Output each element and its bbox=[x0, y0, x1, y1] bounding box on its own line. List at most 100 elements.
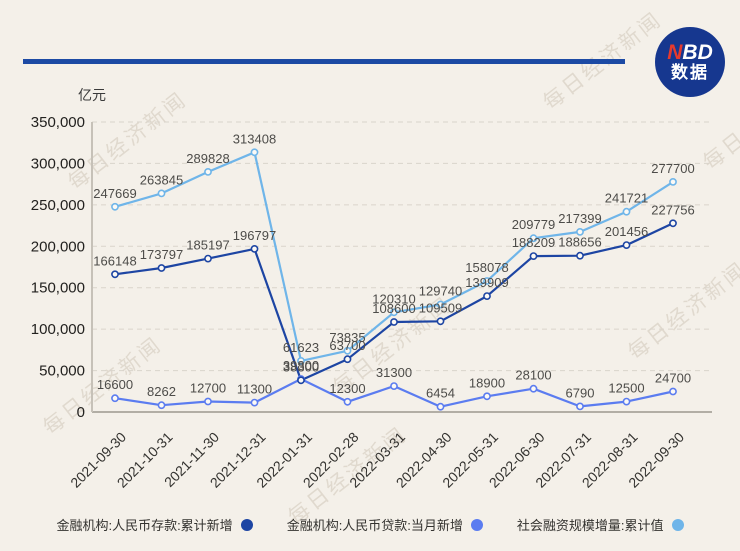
data-point[interactable] bbox=[343, 397, 352, 406]
data-point[interactable] bbox=[576, 402, 584, 411]
data-point[interactable] bbox=[483, 277, 491, 285]
data-point[interactable] bbox=[250, 244, 259, 253]
data-point[interactable] bbox=[669, 387, 677, 396]
data-label: 277700 bbox=[651, 161, 694, 176]
data-point[interactable] bbox=[343, 346, 352, 355]
nbd-logo-text: NBD bbox=[667, 41, 713, 65]
data-point[interactable] bbox=[157, 401, 166, 410]
data-point[interactable] bbox=[297, 376, 305, 385]
data-point[interactable] bbox=[576, 227, 584, 236]
data-label: 313408 bbox=[233, 131, 276, 146]
data-label: 173797 bbox=[140, 247, 183, 262]
y-axis-tick-label: 250,000 bbox=[31, 197, 85, 214]
data-point[interactable] bbox=[669, 219, 677, 228]
legend-item[interactable]: 金融机构:人民币存款:累计新增 bbox=[56, 515, 253, 534]
data-point[interactable] bbox=[390, 318, 398, 326]
data-label: 196797 bbox=[233, 228, 276, 243]
data-point[interactable] bbox=[529, 252, 538, 260]
data-label: 109509 bbox=[419, 300, 462, 315]
legend-label: 社会融资规模增量:累计值 bbox=[516, 518, 664, 533]
data-point[interactable] bbox=[250, 398, 259, 407]
data-point[interactable] bbox=[529, 384, 538, 393]
y-axis-unit-label: 亿元 bbox=[78, 87, 106, 103]
data-point[interactable] bbox=[204, 254, 212, 263]
data-point[interactable] bbox=[622, 207, 631, 216]
data-label: 61623 bbox=[283, 340, 319, 355]
data-label: 18900 bbox=[469, 375, 505, 390]
data-label: 6454 bbox=[426, 386, 455, 401]
data-label: 263845 bbox=[140, 172, 183, 187]
data-label: 73835 bbox=[329, 330, 365, 345]
y-axis-tick-label: 200,000 bbox=[31, 238, 85, 255]
y-axis-tick-label: 100,000 bbox=[31, 321, 85, 338]
data-label: 39800 bbox=[283, 358, 319, 373]
data-point[interactable] bbox=[343, 355, 352, 364]
data-label: 12300 bbox=[329, 381, 365, 396]
data-point[interactable] bbox=[204, 397, 212, 406]
data-label: 8262 bbox=[147, 384, 176, 399]
legend-item[interactable]: 金融机构:人民币贷款:当月新增 bbox=[287, 515, 483, 534]
data-label: 11300 bbox=[237, 382, 272, 397]
legend-marker bbox=[240, 518, 253, 531]
data-point[interactable] bbox=[390, 382, 398, 390]
data-label: 16600 bbox=[97, 377, 133, 392]
header-divider bbox=[23, 59, 625, 64]
y-axis-tick-label: 350,000 bbox=[31, 114, 85, 131]
legend-item[interactable]: 社会融资规模增量:累计值 bbox=[517, 515, 684, 534]
nbd-logo-subtext: 数据 bbox=[671, 63, 709, 83]
data-label: 241721 bbox=[605, 191, 648, 206]
data-label: 24700 bbox=[655, 371, 691, 386]
y-axis-tick-label: 300,000 bbox=[31, 155, 85, 172]
data-label: 289828 bbox=[186, 151, 229, 166]
data-label: 12500 bbox=[608, 381, 644, 396]
chart-legend: 金融机构:人民币存款:累计新增 金融机构:人民币贷款:当月新增 社会融资规模增量:累… bbox=[0, 515, 740, 534]
data-label: 38300 bbox=[283, 359, 319, 374]
data-point[interactable] bbox=[436, 402, 445, 411]
data-label: 12700 bbox=[190, 381, 226, 396]
data-point[interactable] bbox=[669, 177, 677, 186]
legend-label: 金融机构:人民币存款:累计新增 bbox=[56, 518, 233, 533]
data-point[interactable] bbox=[436, 317, 445, 326]
data-label: 108600 bbox=[372, 301, 415, 316]
data-point[interactable] bbox=[204, 167, 212, 176]
y-axis-tick-label: 150,000 bbox=[31, 280, 85, 297]
data-point[interactable] bbox=[622, 241, 631, 249]
legend-label: 金融机构:人民币贷款:当月新增 bbox=[286, 518, 463, 533]
data-point[interactable] bbox=[157, 189, 166, 198]
y-axis-tick-label: 0 bbox=[77, 404, 85, 421]
data-point[interactable] bbox=[390, 308, 398, 317]
data-label: 6790 bbox=[566, 385, 595, 400]
data-point[interactable] bbox=[483, 392, 491, 401]
data-label: 209779 bbox=[512, 217, 555, 232]
data-label: 185197 bbox=[186, 238, 229, 253]
data-point[interactable] bbox=[622, 397, 631, 406]
data-point[interactable] bbox=[436, 300, 445, 309]
data-label: 188209 bbox=[512, 235, 555, 250]
data-point[interactable] bbox=[483, 292, 491, 300]
data-label: 217399 bbox=[558, 211, 601, 226]
data-label: 247669 bbox=[93, 186, 136, 201]
legend-marker bbox=[671, 518, 684, 531]
data-point[interactable] bbox=[111, 202, 119, 211]
data-label: 139909 bbox=[465, 275, 508, 290]
data-label: 63700 bbox=[329, 338, 365, 353]
legend-marker bbox=[470, 518, 483, 531]
data-point[interactable] bbox=[576, 251, 584, 260]
data-point[interactable] bbox=[529, 234, 538, 243]
data-label: 166148 bbox=[93, 253, 136, 268]
data-point[interactable] bbox=[157, 264, 166, 272]
data-label: 201456 bbox=[605, 224, 648, 239]
data-point[interactable] bbox=[250, 148, 259, 157]
data-label: 129740 bbox=[419, 284, 462, 299]
data-label: 188656 bbox=[558, 235, 601, 250]
data-point[interactable] bbox=[111, 394, 119, 403]
y-axis-tick-label: 50,000 bbox=[39, 363, 85, 380]
data-label: 158078 bbox=[465, 260, 508, 275]
data-label: 31300 bbox=[376, 365, 412, 380]
nbd-logo: NBD 数据 bbox=[655, 27, 725, 97]
data-point[interactable] bbox=[297, 356, 305, 365]
data-point[interactable] bbox=[111, 270, 119, 279]
data-label: 227756 bbox=[651, 202, 694, 217]
